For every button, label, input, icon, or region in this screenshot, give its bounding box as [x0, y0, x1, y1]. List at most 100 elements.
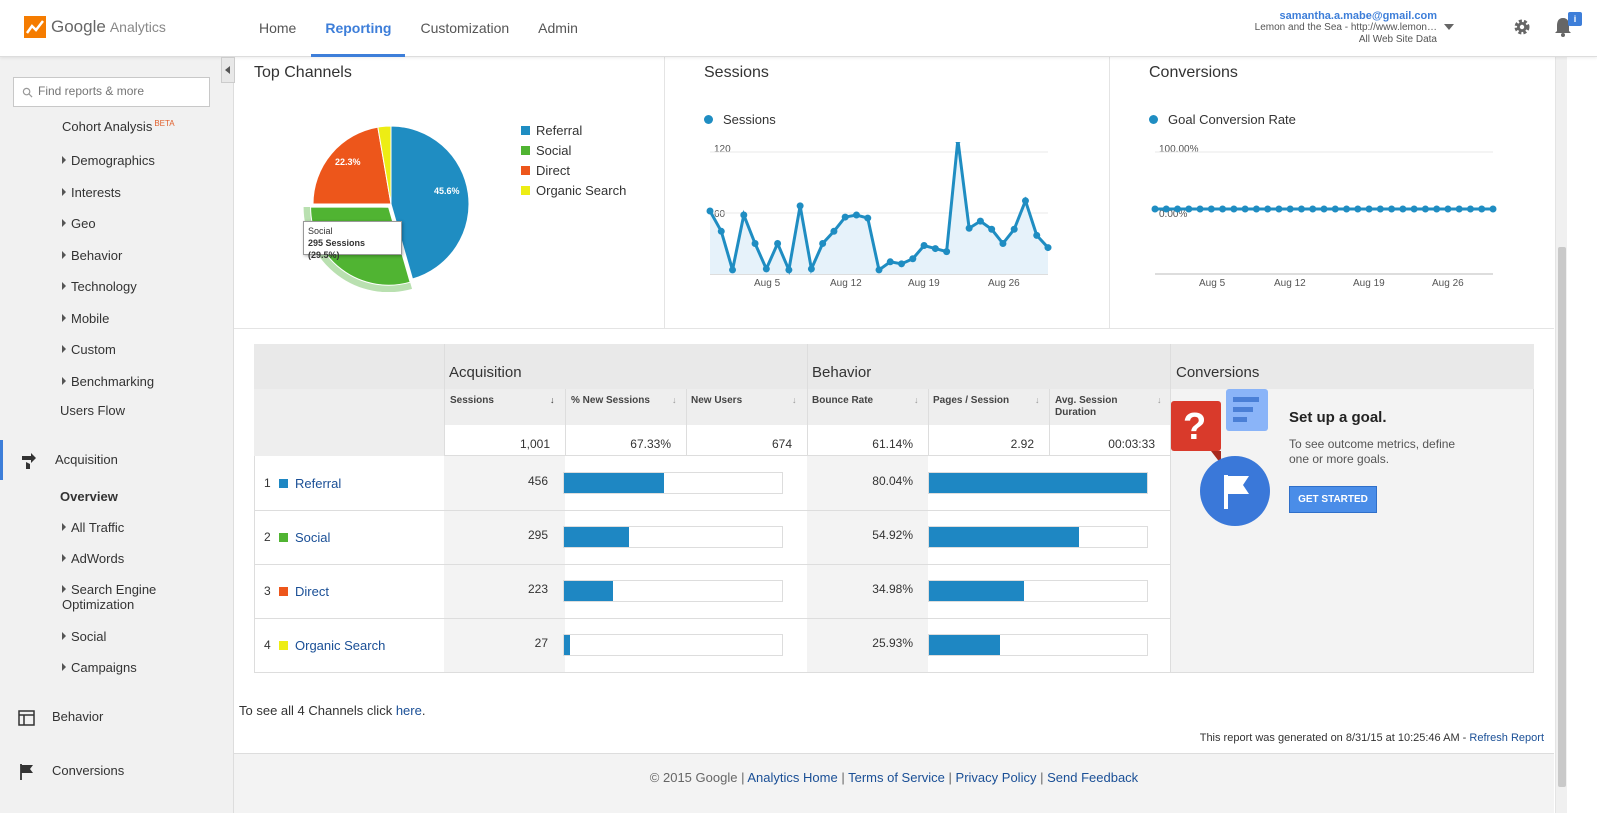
- account-selector[interactable]: samantha.a.mabe@gmail.com Lemon and the …: [1255, 10, 1437, 46]
- gear-icon[interactable]: [1512, 17, 1532, 37]
- account-dropdown-icon[interactable]: [1444, 24, 1454, 30]
- sessions-point[interactable]: [762, 265, 770, 273]
- pie-slice-direct[interactable]: [312, 126, 392, 205]
- sessions-point[interactable]: [717, 227, 725, 235]
- pie-slice-referral[interactable]: [390, 125, 470, 280]
- sidebar-item-campaigns[interactable]: Campaigns: [62, 660, 137, 675]
- sidebar-item-seo[interactable]: Search Engine Optimization: [62, 582, 172, 612]
- sessions-point[interactable]: [774, 240, 782, 247]
- sort-icon[interactable]: ↓: [672, 395, 677, 405]
- sort-icon[interactable]: ↓: [792, 395, 797, 405]
- row-channel-link[interactable]: Referral: [295, 476, 342, 491]
- sessions-point[interactable]: [1044, 244, 1052, 252]
- conversion-rate-point[interactable]: [1185, 205, 1193, 213]
- nav-customization[interactable]: Customization: [420, 20, 510, 36]
- sessions-point[interactable]: [830, 227, 838, 235]
- sidebar-item-cohort-analysis[interactable]: Cohort Analysis BETA: [62, 119, 175, 134]
- conversion-rate-point[interactable]: [1151, 205, 1159, 213]
- sidebar-section-conversions[interactable]: Conversions: [0, 751, 233, 791]
- conversion-rate-point[interactable]: [1331, 205, 1339, 213]
- sessions-point[interactable]: [785, 266, 793, 274]
- conversion-rate-point[interactable]: [1489, 205, 1497, 213]
- sessions-point[interactable]: [931, 245, 939, 253]
- pie-slice-organic-search[interactable]: [377, 125, 392, 205]
- sessions-point[interactable]: [954, 142, 961, 144]
- row-channel-link[interactable]: Social: [295, 530, 331, 545]
- search-box[interactable]: [13, 77, 210, 107]
- conversion-rate-point[interactable]: [1455, 205, 1463, 213]
- sidebar-item-mobile[interactable]: Mobile: [62, 311, 109, 326]
- conversion-rate-point[interactable]: [1162, 205, 1170, 213]
- column-header-pages-session[interactable]: Pages / Session: [933, 395, 1010, 406]
- conversion-rate-point[interactable]: [1354, 205, 1362, 213]
- footer-link-terms[interactable]: Terms of Service: [848, 770, 945, 785]
- sessions-point[interactable]: [920, 242, 928, 250]
- conversion-rate-point[interactable]: [1410, 205, 1418, 213]
- conversion-rate-point[interactable]: [1196, 205, 1204, 213]
- conversion-rate-point[interactable]: [1174, 205, 1182, 213]
- footer-link-privacy[interactable]: Privacy Policy: [955, 770, 1037, 785]
- sessions-point[interactable]: [729, 266, 737, 274]
- row-channel-link[interactable]: Organic Search: [295, 638, 386, 653]
- conversion-rate-point[interactable]: [1219, 205, 1227, 213]
- conversion-rate-point[interactable]: [1365, 205, 1373, 213]
- sessions-point[interactable]: [807, 265, 815, 273]
- conversion-rate-point[interactable]: [1343, 205, 1351, 213]
- sidebar-item-demographics[interactable]: Demographics: [62, 153, 155, 168]
- column-header-pct-new-sessions[interactable]: % New Sessions: [571, 395, 650, 406]
- conversion-rate-point[interactable]: [1376, 205, 1384, 213]
- sessions-point[interactable]: [875, 266, 883, 274]
- conversion-rate-point[interactable]: [1297, 205, 1305, 213]
- column-header-avg-session-duration[interactable]: Avg. Session Duration: [1055, 395, 1118, 418]
- sidebar-item-adwords[interactable]: AdWords: [62, 551, 124, 566]
- sort-icon[interactable]: ↓: [914, 395, 919, 405]
- row-channel-link[interactable]: Direct: [295, 584, 329, 599]
- nav-home[interactable]: Home: [259, 20, 297, 36]
- sessions-point[interactable]: [819, 240, 827, 247]
- column-header-bounce-rate[interactable]: Bounce Rate: [812, 395, 874, 406]
- conversion-rate-point[interactable]: [1466, 205, 1474, 213]
- sidebar-section-acquisition[interactable]: Acquisition: [0, 440, 233, 480]
- column-header-sessions[interactable]: Sessions: [450, 395, 494, 406]
- conversion-rate-point[interactable]: [1388, 205, 1396, 213]
- sessions-point[interactable]: [976, 217, 984, 225]
- sessions-point[interactable]: [943, 248, 951, 256]
- sidebar-item-custom[interactable]: Custom: [62, 342, 116, 357]
- sessions-point[interactable]: [898, 260, 906, 268]
- sort-icon[interactable]: ↓: [1035, 395, 1040, 405]
- sessions-point[interactable]: [706, 207, 714, 215]
- conversion-rate-point[interactable]: [1207, 205, 1215, 213]
- nav-reporting[interactable]: Reporting: [311, 0, 406, 57]
- conversion-rate-point[interactable]: [1241, 205, 1249, 213]
- collapse-sidebar-button[interactable]: [221, 57, 235, 83]
- sidebar-item-interests[interactable]: Interests: [62, 185, 121, 200]
- conversion-rate-point[interactable]: [1444, 205, 1452, 213]
- footer-link-send-feedback[interactable]: Send Feedback: [1047, 770, 1139, 785]
- sessions-point[interactable]: [886, 258, 894, 266]
- conversion-rate-point[interactable]: [1264, 205, 1272, 213]
- conversion-rate-point[interactable]: [1478, 205, 1486, 213]
- sidebar-item-geo[interactable]: Geo: [62, 216, 96, 231]
- sidebar-item-social[interactable]: Social: [62, 629, 106, 644]
- sort-icon[interactable]: ↓: [1157, 395, 1162, 405]
- conversion-rate-point[interactable]: [1320, 205, 1328, 213]
- conversion-rate-point[interactable]: [1421, 205, 1429, 213]
- sessions-point[interactable]: [864, 214, 872, 222]
- sort-desc-icon[interactable]: ↓: [550, 395, 555, 405]
- sessions-point[interactable]: [1010, 225, 1018, 233]
- sidebar-item-all-traffic[interactable]: All Traffic: [62, 520, 124, 535]
- sidebar-item-behavior[interactable]: Behavior: [62, 248, 122, 263]
- notification-bell-icon[interactable]: [1553, 16, 1573, 38]
- nav-admin[interactable]: Admin: [538, 20, 578, 36]
- sidebar-section-behavior[interactable]: Behavior: [0, 697, 233, 737]
- sessions-point[interactable]: [1033, 231, 1041, 239]
- conversion-rate-point[interactable]: [1286, 205, 1294, 213]
- conversion-rate-point[interactable]: [1275, 205, 1283, 213]
- conversion-rate-point[interactable]: [1230, 205, 1238, 213]
- column-header-new-users[interactable]: New Users: [691, 395, 743, 406]
- sessions-point[interactable]: [999, 240, 1007, 247]
- footer-link-analytics-home[interactable]: Analytics Home: [747, 770, 838, 785]
- sidebar-item-benchmarking[interactable]: Benchmarking: [62, 374, 154, 389]
- sessions-point[interactable]: [965, 224, 973, 232]
- get-started-button[interactable]: GET STARTED: [1289, 486, 1377, 513]
